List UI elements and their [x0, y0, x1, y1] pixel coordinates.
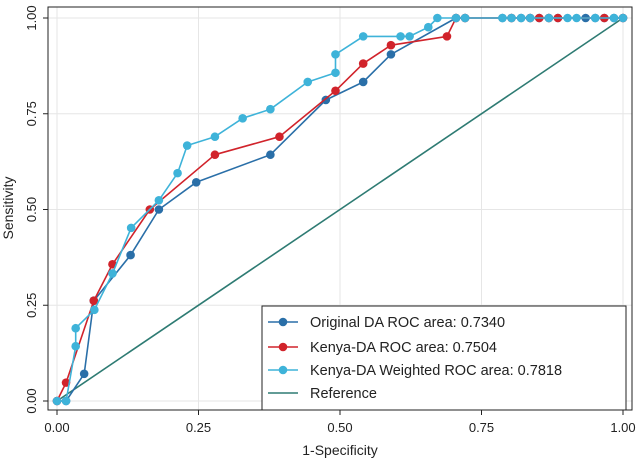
- legend-label: Kenya-DA ROC area: 0.7504: [310, 340, 497, 356]
- series-group: [52, 13, 628, 406]
- data-point: [618, 13, 628, 23]
- legend-box: [261, 305, 627, 411]
- x-tick-label: 0.25: [186, 420, 211, 435]
- data-point: [182, 141, 192, 150]
- data-point: [507, 13, 516, 23]
- data-point: [590, 13, 600, 23]
- legend-marker: [278, 317, 288, 327]
- data-point: [423, 22, 433, 32]
- y-axis-title: Sensitivity: [0, 176, 16, 239]
- data-point: [71, 341, 80, 351]
- data-point: [61, 396, 71, 406]
- data-point: [108, 269, 117, 278]
- data-point: [358, 59, 368, 68]
- x-tick-label: 0.50: [327, 420, 352, 435]
- legend-entry: Original DA ROC area: 0.7340: [268, 315, 505, 331]
- data-point: [71, 323, 80, 333]
- y-tick-label: 0.50: [24, 197, 39, 222]
- data-point: [79, 369, 89, 379]
- data-point: [191, 178, 201, 187]
- data-point: [386, 40, 396, 50]
- legend-label: Reference: [310, 386, 377, 402]
- data-point: [405, 32, 414, 41]
- axes: 0.00 0.25 0.50 0.75 1.00 0.00 0.25 0.50 0.75 1.00: [24, 5, 636, 435]
- data-point: [609, 13, 619, 23]
- y-tick-label: 0.25: [24, 293, 39, 318]
- data-point: [433, 13, 442, 23]
- data-point: [266, 150, 275, 160]
- data-point: [303, 77, 313, 87]
- data-point: [460, 13, 470, 23]
- data-point: [442, 32, 452, 41]
- legend: Original DA ROC area: 0.7340 Kenya-DA ROC…: [261, 305, 627, 411]
- data-point: [358, 77, 368, 87]
- data-point: [173, 168, 182, 178]
- data-point: [52, 396, 62, 406]
- data-point: [572, 13, 581, 23]
- legend-label: Kenya-DA Weighted ROC area: 0.7818: [310, 363, 562, 379]
- legend-entry: Reference: [268, 386, 377, 402]
- data-point: [210, 132, 220, 142]
- data-point: [331, 50, 340, 59]
- data-point: [126, 223, 136, 233]
- x-tick-label: 0.75: [469, 420, 494, 435]
- series-kenya-da-weighted-roc-area-0-7818: [52, 13, 628, 406]
- legend-marker: [278, 342, 288, 352]
- data-point: [358, 32, 368, 41]
- legend-marker: [278, 365, 288, 375]
- legend-entry: Kenya-DA Weighted ROC area: 0.7818: [268, 363, 562, 379]
- x-tick-label: 0.00: [44, 420, 69, 435]
- y-tick-label: 0.75: [24, 101, 39, 126]
- y-tick-label: 1.00: [24, 5, 39, 30]
- data-point: [451, 13, 461, 23]
- data-point: [154, 205, 164, 214]
- data-point: [386, 50, 396, 59]
- data-point: [275, 132, 284, 142]
- data-point: [396, 32, 405, 41]
- data-point: [525, 13, 535, 23]
- data-point: [516, 13, 526, 23]
- series-line: [56, 17, 624, 402]
- data-point: [238, 114, 247, 123]
- data-point: [154, 196, 164, 205]
- y-tick-label: 0.00: [24, 388, 39, 413]
- data-point: [544, 13, 554, 23]
- legend-label: Original DA ROC area: 0.7340: [310, 315, 505, 331]
- x-axis-title: 1-Specificity: [302, 442, 377, 458]
- data-point: [331, 86, 340, 96]
- x-tick-label: 1.00: [610, 420, 635, 435]
- series-reference: [56, 17, 624, 402]
- data-point: [210, 150, 220, 160]
- legend-entry: Kenya-DA ROC area: 0.7504: [268, 340, 497, 356]
- data-point: [563, 13, 572, 23]
- data-point: [126, 250, 135, 260]
- data-point: [90, 305, 99, 315]
- data-point: [266, 104, 275, 114]
- data-point: [331, 68, 340, 78]
- data-point: [89, 296, 99, 305]
- data-point: [498, 13, 507, 23]
